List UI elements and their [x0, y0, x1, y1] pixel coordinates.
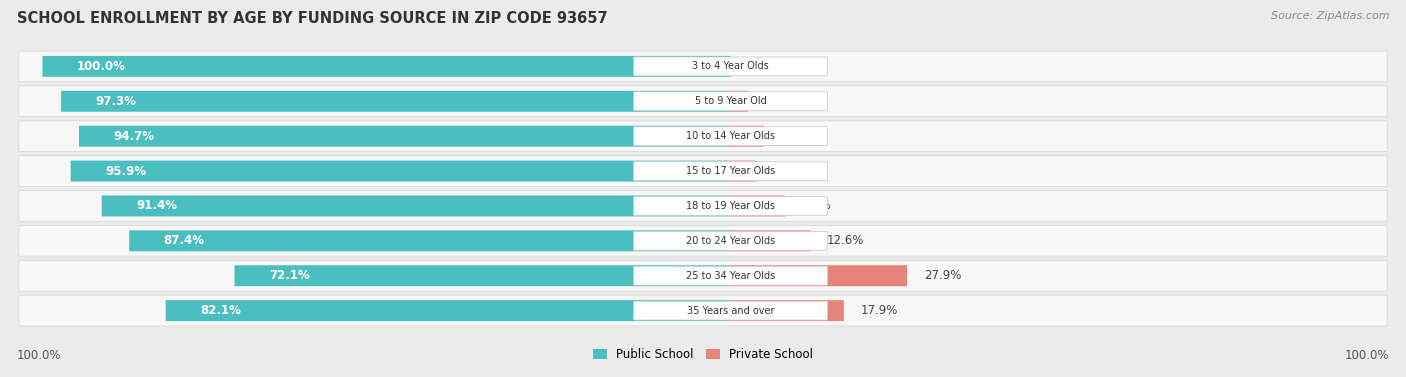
- Text: 17.9%: 17.9%: [860, 304, 897, 317]
- FancyBboxPatch shape: [634, 196, 828, 215]
- FancyBboxPatch shape: [634, 266, 828, 285]
- Text: 87.4%: 87.4%: [163, 234, 205, 247]
- Text: 72.1%: 72.1%: [269, 269, 309, 282]
- FancyBboxPatch shape: [731, 300, 844, 321]
- FancyBboxPatch shape: [634, 301, 828, 320]
- FancyBboxPatch shape: [18, 295, 1388, 326]
- Text: 91.4%: 91.4%: [136, 199, 177, 213]
- Text: 97.3%: 97.3%: [96, 95, 136, 108]
- FancyBboxPatch shape: [18, 191, 1388, 221]
- Text: 95.9%: 95.9%: [105, 164, 146, 178]
- Text: 12.6%: 12.6%: [827, 234, 865, 247]
- FancyBboxPatch shape: [634, 92, 828, 111]
- FancyBboxPatch shape: [18, 225, 1388, 256]
- FancyBboxPatch shape: [70, 161, 731, 181]
- Text: 35 Years and over: 35 Years and over: [686, 306, 775, 316]
- Text: 20 to 24 Year Olds: 20 to 24 Year Olds: [686, 236, 775, 246]
- Text: 3 to 4 Year Olds: 3 to 4 Year Olds: [692, 61, 769, 71]
- Text: 5 to 9 Year Old: 5 to 9 Year Old: [695, 96, 766, 106]
- Text: 94.7%: 94.7%: [114, 130, 155, 143]
- FancyBboxPatch shape: [129, 230, 731, 251]
- FancyBboxPatch shape: [18, 51, 1388, 82]
- Text: 100.0%: 100.0%: [1344, 349, 1389, 362]
- Text: Source: ZipAtlas.com: Source: ZipAtlas.com: [1271, 11, 1389, 21]
- Text: 15 to 17 Year Olds: 15 to 17 Year Olds: [686, 166, 775, 176]
- FancyBboxPatch shape: [731, 126, 763, 147]
- Text: 10 to 14 Year Olds: 10 to 14 Year Olds: [686, 131, 775, 141]
- FancyBboxPatch shape: [79, 126, 731, 147]
- FancyBboxPatch shape: [18, 261, 1388, 291]
- Text: SCHOOL ENROLLMENT BY AGE BY FUNDING SOURCE IN ZIP CODE 93657: SCHOOL ENROLLMENT BY AGE BY FUNDING SOUR…: [17, 11, 607, 26]
- Text: 4.1%: 4.1%: [773, 164, 803, 178]
- FancyBboxPatch shape: [18, 156, 1388, 186]
- FancyBboxPatch shape: [60, 91, 731, 112]
- Text: 82.1%: 82.1%: [200, 304, 240, 317]
- Text: 27.9%: 27.9%: [924, 269, 962, 282]
- Text: 100.0%: 100.0%: [17, 349, 62, 362]
- FancyBboxPatch shape: [18, 121, 1388, 152]
- Text: 5.3%: 5.3%: [780, 130, 810, 143]
- Text: 100.0%: 100.0%: [77, 60, 125, 73]
- FancyBboxPatch shape: [101, 196, 731, 216]
- FancyBboxPatch shape: [731, 161, 756, 181]
- FancyBboxPatch shape: [634, 127, 828, 146]
- Text: 18 to 19 Year Olds: 18 to 19 Year Olds: [686, 201, 775, 211]
- FancyBboxPatch shape: [634, 231, 828, 250]
- FancyBboxPatch shape: [634, 57, 828, 76]
- FancyBboxPatch shape: [634, 162, 828, 181]
- Text: 8.6%: 8.6%: [801, 199, 831, 213]
- FancyBboxPatch shape: [235, 265, 731, 286]
- FancyBboxPatch shape: [18, 86, 1388, 116]
- Text: 25 to 34 Year Olds: 25 to 34 Year Olds: [686, 271, 775, 281]
- Text: 2.8%: 2.8%: [765, 95, 794, 108]
- FancyBboxPatch shape: [731, 265, 907, 286]
- FancyBboxPatch shape: [166, 300, 731, 321]
- FancyBboxPatch shape: [731, 230, 810, 251]
- FancyBboxPatch shape: [731, 196, 785, 216]
- FancyBboxPatch shape: [731, 91, 748, 112]
- Text: 0.0%: 0.0%: [747, 60, 776, 73]
- FancyBboxPatch shape: [42, 56, 731, 77]
- Legend: Public School, Private School: Public School, Private School: [588, 343, 818, 365]
